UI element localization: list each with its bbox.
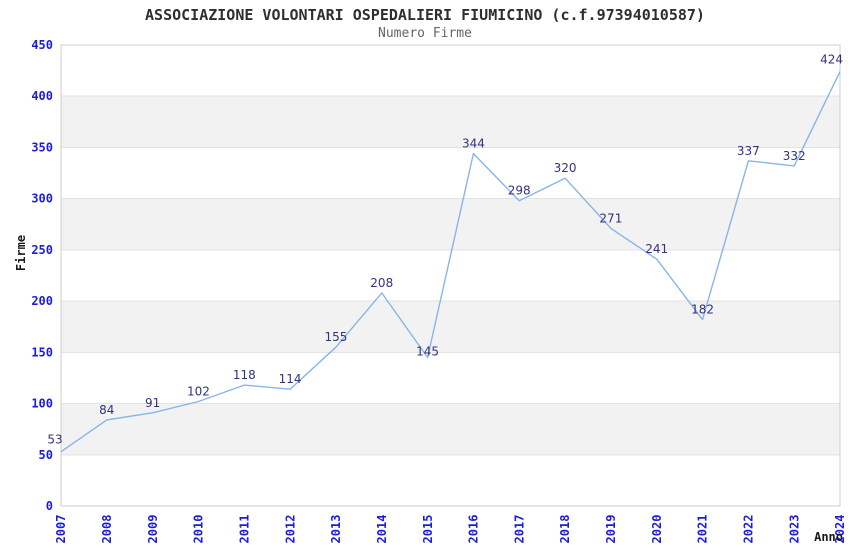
svg-text:350: 350 xyxy=(31,140,53,154)
svg-text:200: 200 xyxy=(31,294,53,308)
svg-text:0: 0 xyxy=(46,499,53,513)
svg-text:2020: 2020 xyxy=(650,515,664,544)
svg-text:100: 100 xyxy=(31,397,53,411)
svg-text:145: 145 xyxy=(416,344,439,358)
svg-text:2010: 2010 xyxy=(192,515,206,544)
svg-text:250: 250 xyxy=(31,243,53,257)
svg-text:155: 155 xyxy=(324,330,347,344)
svg-text:2023: 2023 xyxy=(787,515,801,544)
svg-text:2015: 2015 xyxy=(421,515,435,544)
svg-text:Firme: Firme xyxy=(14,235,28,271)
svg-text:91: 91 xyxy=(145,396,160,410)
svg-text:2012: 2012 xyxy=(283,515,297,544)
svg-text:320: 320 xyxy=(554,161,577,175)
svg-text:2014: 2014 xyxy=(375,515,389,544)
y-axis-title: Firme xyxy=(14,235,28,271)
x-tick-labels: 2007 2008 2009 2010 2011 2012 2013 2014 2015 2016… xyxy=(54,515,847,544)
svg-text:118: 118 xyxy=(233,368,256,382)
svg-text:400: 400 xyxy=(31,89,53,103)
svg-text:50: 50 xyxy=(39,448,53,462)
x-axis-title: Anno xyxy=(814,530,843,544)
svg-text:53: 53 xyxy=(47,433,62,447)
series-line xyxy=(60,71,841,453)
svg-text:241: 241 xyxy=(645,242,668,256)
data-labels: 53 84 91 102 118 114 155 208 145 344 298 320 271 241 1… xyxy=(47,53,843,447)
svg-text:102: 102 xyxy=(187,385,210,399)
svg-text:337: 337 xyxy=(737,144,760,158)
svg-text:2018: 2018 xyxy=(558,515,572,544)
plot-bands xyxy=(61,96,840,455)
chart-title: ASSOCIAZIONE VOLONTARI OSPEDALIERI FIUMI… xyxy=(145,6,705,24)
svg-text:271: 271 xyxy=(599,211,622,225)
chart-subtitle: Numero Firme xyxy=(378,26,472,41)
svg-text:182: 182 xyxy=(691,303,714,317)
svg-text:300: 300 xyxy=(31,192,53,206)
svg-text:2016: 2016 xyxy=(467,515,481,544)
svg-text:2007: 2007 xyxy=(54,515,68,544)
svg-text:298: 298 xyxy=(508,184,531,198)
svg-text:150: 150 xyxy=(31,345,53,359)
svg-text:2022: 2022 xyxy=(742,515,756,544)
svg-text:84: 84 xyxy=(99,403,114,417)
svg-text:2019: 2019 xyxy=(604,515,618,544)
svg-text:2017: 2017 xyxy=(512,515,526,544)
svg-text:2008: 2008 xyxy=(100,515,114,544)
svg-text:424: 424 xyxy=(820,53,843,67)
svg-text:2011: 2011 xyxy=(237,515,251,544)
svg-text:2009: 2009 xyxy=(146,515,160,544)
svg-text:2013: 2013 xyxy=(329,515,343,544)
svg-text:2024: 2024 xyxy=(833,515,847,544)
svg-text:2021: 2021 xyxy=(696,515,710,544)
svg-text:Anno: Anno xyxy=(814,530,843,544)
plot-border xyxy=(60,44,841,507)
svg-text:450: 450 xyxy=(31,38,53,52)
y-tick-labels: 0 50 100 150 200 250 300 350 400 450 xyxy=(31,38,53,513)
svg-text:332: 332 xyxy=(783,149,806,163)
svg-text:344: 344 xyxy=(462,137,485,151)
svg-text:114: 114 xyxy=(279,372,302,386)
svg-text:208: 208 xyxy=(370,276,393,290)
